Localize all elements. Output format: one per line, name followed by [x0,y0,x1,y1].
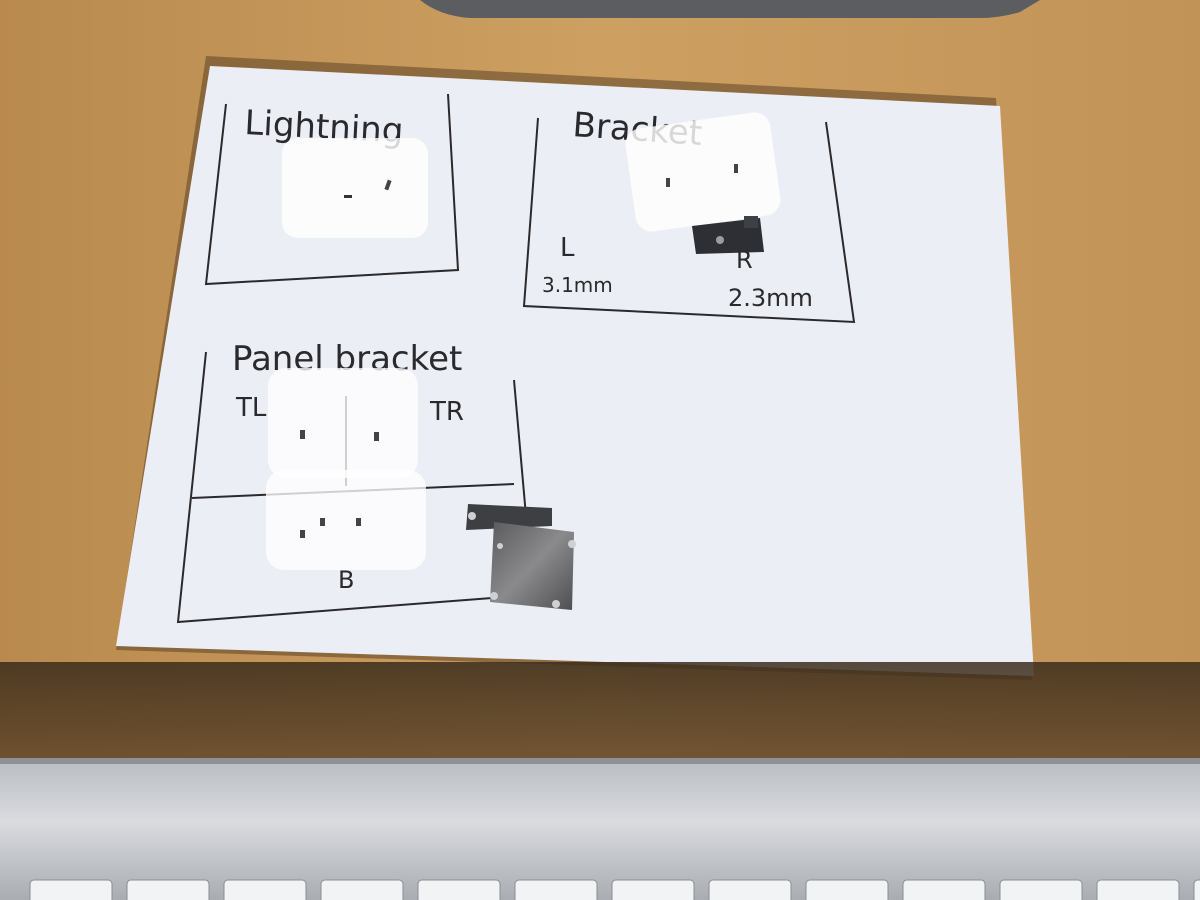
panel-corner-tr: TR [429,397,464,427]
bracket-box [522,117,856,324]
keyboard-key [126,879,210,900]
keyboard-key [223,879,307,900]
screw [734,164,738,173]
metal-panel-bracket [466,504,576,610]
section-panel-bracket: Panel bracket TL TR B [176,339,576,624]
screw [344,195,352,198]
section-bracket: Bracket L 3.1mm R 2.3mm [522,105,856,324]
keyboard-key [514,879,598,900]
keyboard-key [29,879,113,900]
keyboard-key [1096,879,1180,900]
tape-piece [268,368,418,478]
screw [666,178,670,187]
keyboard-key [611,879,695,900]
keyboard-keys [29,879,1200,900]
bracket-note-3-1mm: 3.1mm [542,273,613,297]
tape-piece [282,138,428,238]
bracket-note-l: L [560,233,575,263]
keyboard-key [417,879,501,900]
panel-corner-b: B [338,566,354,594]
keyboard-key [1193,879,1200,900]
section-lightning: Lightning [204,93,460,286]
panel-corner-tl: TL [235,393,267,423]
screw [374,432,379,441]
keyboard-body [0,758,1200,900]
screw [384,179,392,191]
bracket-note-r: R [736,246,753,274]
lightning-box [204,93,460,286]
screw [320,518,325,526]
keyboard-key [708,879,792,900]
keyboard-key [999,879,1083,900]
foreground-shadow [0,662,1200,772]
panel-box [176,351,527,624]
small-bracket-part [692,216,764,254]
tape-piece [266,470,426,570]
screw [300,430,305,439]
keyboard-key [805,879,889,900]
device-edge-top [420,0,1040,18]
keyboard-key [902,879,986,900]
keyboard-edge [0,758,1200,764]
screw [300,530,305,538]
bracket-note-2-3mm: 2.3mm [728,284,813,312]
keyboard-key [320,879,404,900]
screw [356,518,361,526]
tape-piece [625,112,781,232]
